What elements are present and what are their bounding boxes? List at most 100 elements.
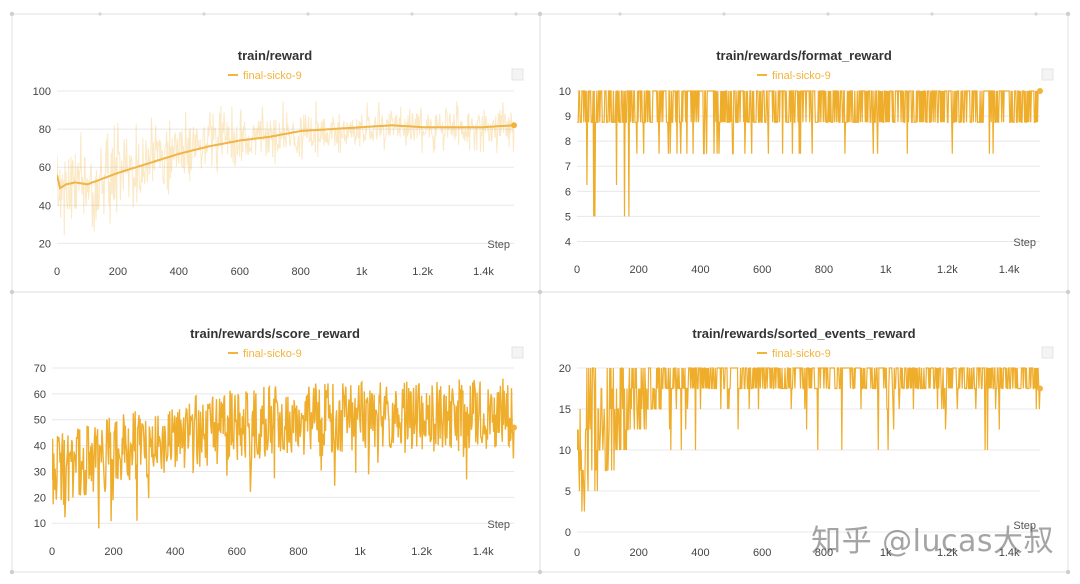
- ruler-dot: [202, 12, 206, 16]
- x-tick-label: 0: [49, 546, 55, 558]
- chart-panel-4: train/rewards/sorted_events_reward final-…: [559, 326, 1054, 559]
- x-tick-label: 400: [166, 546, 184, 558]
- x-tick-label: 400: [170, 266, 188, 278]
- x-tick-label: 200: [104, 546, 122, 558]
- chart-panel-3: train/rewards/score_reward final-sicko-9 1…: [34, 326, 524, 558]
- chart-title: train/rewards/sorted_events_reward: [692, 326, 915, 341]
- legend-label: final-sicko-9: [772, 348, 831, 360]
- grid-corner-dot: [1065, 11, 1071, 17]
- series-end-marker: [1037, 385, 1043, 392]
- x-tick-label: 1k: [356, 266, 368, 278]
- series-end-marker: [1037, 88, 1043, 94]
- series-end-marker: [511, 122, 517, 129]
- x-axis-label: Step: [1013, 520, 1036, 532]
- chart-title: train/rewards/format_reward: [716, 48, 892, 63]
- y-tick-label: 80: [39, 124, 51, 136]
- x-tick-label: 800: [815, 547, 833, 559]
- x-tick-label: 200: [630, 264, 648, 276]
- x-tick-label: 600: [753, 547, 771, 559]
- x-tick-label: 200: [630, 547, 648, 559]
- series-end-marker: [511, 424, 517, 431]
- x-tick-label: 1.2k: [412, 266, 433, 278]
- x-axis-label: Step: [487, 519, 510, 531]
- x-tick-label: 600: [231, 266, 249, 278]
- plot-area: [52, 378, 515, 529]
- y-tick-label: 5: [565, 486, 571, 498]
- x-tick-label: 0: [54, 266, 60, 278]
- y-tick-label: 7: [565, 161, 571, 173]
- x-tick-label: 400: [691, 547, 709, 559]
- x-tick-label: 200: [109, 266, 127, 278]
- y-tick-label: 10: [559, 445, 571, 457]
- plot-area: [57, 100, 515, 236]
- y-tick-label: 20: [34, 492, 46, 504]
- grid-corner-dot: [537, 11, 543, 17]
- ruler-dot: [722, 12, 726, 16]
- x-tick-label: 800: [292, 266, 310, 278]
- y-tick-label: 70: [34, 363, 46, 375]
- y-tick-label: 5: [565, 211, 571, 223]
- grid-corner-dot: [1065, 289, 1071, 295]
- y-tick-label: 10: [34, 518, 46, 530]
- x-tick-label: 800: [289, 546, 307, 558]
- x-tick-label: 0: [574, 264, 580, 276]
- grid-corner-dot: [1065, 569, 1071, 575]
- y-tick-label: 0: [565, 527, 571, 539]
- panel-menu-icon: [511, 68, 524, 81]
- chart-title: train/reward: [238, 48, 312, 63]
- y-tick-label: 9: [565, 111, 571, 123]
- y-tick-label: 30: [34, 466, 46, 478]
- y-tick-label: 60: [34, 389, 46, 401]
- chart-panel-1: train/reward final-sicko-9 20 40 60 80 100 0 200…: [33, 48, 524, 278]
- y-tick-label: 15: [559, 404, 571, 416]
- grid-corner-dot: [9, 289, 15, 295]
- panel-menu-icon: [1041, 68, 1054, 81]
- ruler-dot: [618, 12, 622, 16]
- smoothed-series-line: [57, 124, 515, 190]
- chart-title: train/rewards/score_reward: [190, 326, 360, 341]
- x-tick-label: 1.2k: [937, 264, 958, 276]
- y-tick-label: 8: [565, 136, 571, 148]
- ruler-dot: [514, 12, 518, 16]
- grid-corner-dot: [9, 569, 15, 575]
- panel-menu-icon: [1041, 346, 1054, 359]
- x-tick-label: 1k: [354, 546, 366, 558]
- y-tick-label: 20: [39, 238, 51, 250]
- x-tick-label: 400: [691, 264, 709, 276]
- x-tick-label: 1.2k: [411, 546, 432, 558]
- x-tick-label: 800: [815, 264, 833, 276]
- legend-label: final-sicko-9: [243, 70, 302, 82]
- x-tick-label: 600: [228, 546, 246, 558]
- panel-menu-icon: [511, 346, 524, 359]
- x-tick-label: 1.4k: [999, 547, 1020, 559]
- grid-corner-dot: [537, 289, 543, 295]
- ruler-dot: [306, 12, 310, 16]
- series-line: [577, 367, 1041, 512]
- grid-corner-dot: [537, 569, 543, 575]
- x-tick-label: 600: [753, 264, 771, 276]
- y-tick-label: 40: [39, 200, 51, 212]
- x-axis-label: Step: [1013, 237, 1036, 249]
- ruler-dot: [930, 12, 934, 16]
- ruler-dot: [98, 12, 102, 16]
- legend-label: final-sicko-9: [772, 70, 831, 82]
- series-line: [577, 90, 1040, 217]
- x-tick-label: 1k: [880, 547, 892, 559]
- chart-panel-2: train/rewards/format_reward final-sicko-9…: [559, 48, 1054, 276]
- ruler-dot: [410, 12, 414, 16]
- y-tick-label: 60: [39, 162, 51, 174]
- x-tick-label: 1k: [880, 264, 892, 276]
- y-tick-label: 40: [34, 441, 46, 453]
- y-tick-label: 100: [33, 86, 51, 98]
- y-tick-label: 50: [34, 415, 46, 427]
- ruler-dot: [826, 12, 830, 16]
- x-axis-label: Step: [487, 239, 510, 251]
- raw-series-line: [57, 100, 515, 236]
- plot-area: [577, 90, 1040, 217]
- grid-corner-dot: [9, 11, 15, 17]
- plot-area: [577, 367, 1041, 512]
- x-tick-label: 1.4k: [999, 264, 1020, 276]
- y-tick-label: 6: [565, 186, 571, 198]
- x-tick-label: 1.4k: [473, 266, 494, 278]
